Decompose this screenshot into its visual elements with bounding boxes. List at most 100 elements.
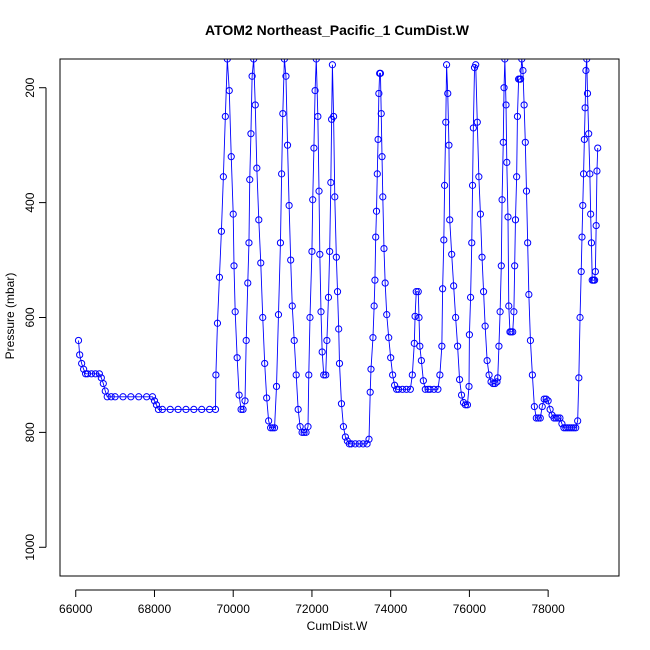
data-point — [241, 397, 249, 405]
data-point — [540, 395, 548, 403]
data-point — [441, 181, 449, 189]
data-point — [190, 405, 198, 414]
data-point — [311, 86, 319, 95]
data-point — [246, 176, 254, 184]
data-point — [383, 311, 391, 319]
data-point — [306, 313, 314, 322]
data-point — [376, 69, 385, 77]
data-point — [499, 138, 507, 146]
data-point — [524, 239, 532, 247]
data-point — [406, 385, 414, 393]
data-point — [111, 393, 119, 401]
data-point — [415, 313, 423, 322]
data-point — [333, 288, 342, 296]
data-point — [442, 118, 450, 126]
data-point — [363, 440, 371, 448]
data-point — [438, 342, 446, 350]
data-point — [276, 239, 285, 247]
data-point — [511, 216, 520, 224]
x-axis-label: CumDist.W — [307, 619, 368, 633]
x-tick-label: 68000 — [138, 602, 172, 616]
data-point — [324, 293, 333, 301]
data-point — [522, 187, 531, 195]
data-point — [579, 201, 587, 210]
data-point — [528, 371, 536, 379]
x-axis: 66000 68000 70000 72000 74000 76000 78000 — [59, 589, 565, 616]
plot-content — [74, 59, 602, 448]
data-point — [231, 308, 239, 316]
data-point — [416, 342, 424, 350]
data-point — [442, 61, 451, 69]
data-point — [519, 66, 527, 75]
data-point — [158, 405, 166, 414]
data-point — [538, 402, 546, 411]
data-point — [322, 371, 330, 379]
data-point — [459, 398, 468, 407]
data-point — [448, 250, 456, 258]
data-point — [335, 325, 343, 333]
data-point — [497, 262, 505, 270]
data-point — [166, 405, 174, 414]
data-point — [398, 385, 407, 393]
data-point — [378, 153, 386, 161]
data-point — [152, 401, 161, 409]
data-point — [174, 405, 182, 414]
data-point — [572, 424, 580, 432]
data-point — [304, 423, 312, 431]
data-point — [525, 290, 533, 299]
data-point — [479, 288, 488, 296]
data-point — [414, 288, 422, 296]
data-point — [377, 109, 385, 118]
x-tick-label: 78000 — [531, 602, 565, 616]
data-point — [268, 424, 277, 432]
y-tick-label: 200 — [23, 77, 37, 97]
data-point — [472, 61, 480, 69]
data-point — [468, 181, 477, 189]
data-point — [410, 339, 418, 347]
x-tick-label: 74000 — [374, 602, 408, 616]
data-point — [520, 101, 528, 109]
data-point — [320, 371, 328, 379]
data-point — [369, 334, 377, 342]
data-point — [577, 267, 585, 276]
data-point — [568, 424, 576, 432]
data-point — [402, 385, 411, 393]
data-point — [430, 385, 438, 393]
data-point — [450, 282, 458, 290]
data-point — [263, 394, 271, 402]
data-point — [379, 193, 387, 201]
data-point — [95, 370, 103, 378]
y-axis: 200 400 600 800 1000 — [23, 77, 47, 561]
data-point — [526, 336, 535, 345]
data-point — [465, 382, 473, 391]
data-point — [330, 112, 338, 121]
data-point — [225, 86, 233, 95]
data-point — [575, 374, 583, 382]
data-point — [315, 187, 323, 195]
y-tick-label: 1000 — [23, 534, 37, 561]
data-point — [150, 397, 159, 405]
data-point — [230, 262, 238, 270]
data-point — [316, 250, 324, 258]
data-point — [587, 239, 596, 247]
data-point — [374, 135, 382, 144]
data-point — [217, 227, 225, 235]
data-point — [259, 313, 267, 322]
data-point — [355, 440, 363, 448]
data-point — [469, 124, 477, 132]
data-point — [534, 414, 542, 422]
data-point — [570, 424, 578, 432]
data-point — [148, 393, 157, 401]
y-axis-label: Pressure (mbar) — [3, 273, 17, 360]
data-point — [503, 158, 511, 166]
data-point — [504, 213, 512, 221]
data-point — [454, 342, 462, 350]
data-point — [318, 348, 326, 356]
data-point — [332, 253, 340, 261]
data-point — [91, 370, 100, 378]
data-point — [198, 405, 206, 414]
data-point — [590, 276, 599, 284]
data-point — [290, 336, 298, 345]
